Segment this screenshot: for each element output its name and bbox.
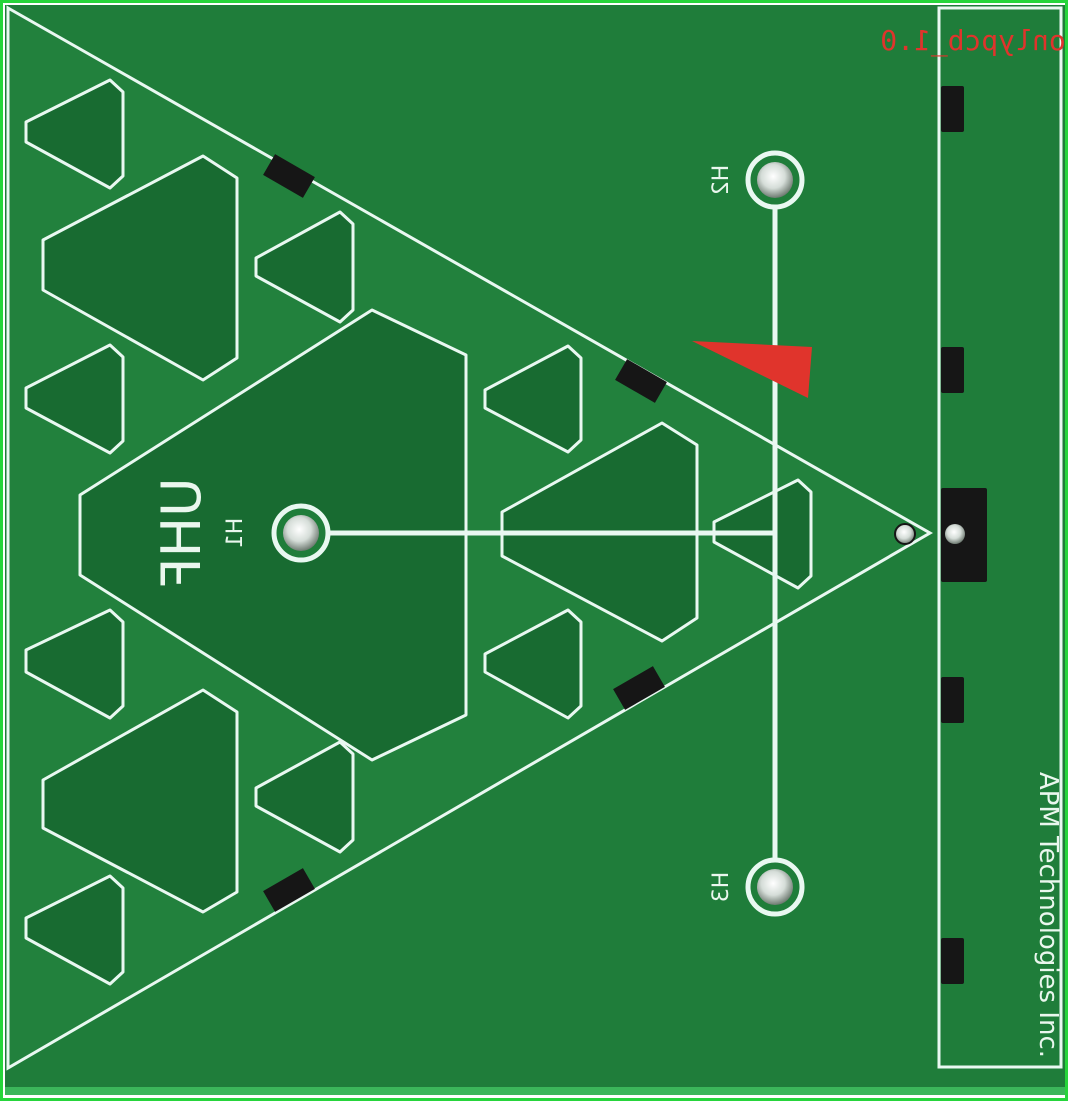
cutout-tri-2	[24, 343, 125, 455]
pad-lower-2	[263, 868, 315, 912]
hole-h1-label: H1	[223, 518, 248, 549]
rail-pad-3	[941, 677, 964, 723]
antenna-label: UHF	[150, 477, 213, 588]
cutout-tri-3	[24, 608, 125, 720]
cutout-tri-8	[483, 608, 583, 720]
rail-pad-1	[941, 86, 964, 132]
hole-h1	[271, 503, 331, 563]
company-label: APM Technologies Inc.	[1033, 772, 1063, 1058]
feed-via-connector	[945, 524, 965, 544]
rail-pad-2	[941, 347, 964, 393]
side-rail-outline	[937, 6, 1063, 1069]
pad-lower-1	[613, 666, 665, 710]
hole-h2-drill	[757, 162, 793, 198]
rail-pad-4	[941, 938, 964, 984]
cutout-tri-4	[24, 874, 125, 986]
cutout-tri-7	[483, 344, 583, 454]
hole-h1-drill	[283, 515, 319, 551]
cutout-tri-5	[254, 210, 355, 324]
hole-h3-drill	[757, 869, 793, 905]
board-version-label: onlypcb_1.0	[880, 24, 1065, 58]
feed-via-tip	[894, 523, 916, 545]
edge-pads	[263, 154, 667, 912]
pcb-bottom-edge	[5, 1087, 1065, 1095]
red-marker	[692, 341, 812, 398]
hole-h2-label: H2	[709, 165, 734, 196]
pad-upper-2	[615, 359, 667, 403]
hole-h2	[745, 150, 805, 210]
cutout-hex-lower	[41, 688, 239, 914]
hole-h3	[745, 857, 805, 917]
cutout-tri-6	[254, 740, 355, 854]
hole-h3-label: H3	[709, 872, 734, 903]
cutout-hex-upper	[41, 154, 239, 382]
cutout-tri-1	[24, 78, 125, 190]
pad-upper-1	[263, 154, 315, 198]
